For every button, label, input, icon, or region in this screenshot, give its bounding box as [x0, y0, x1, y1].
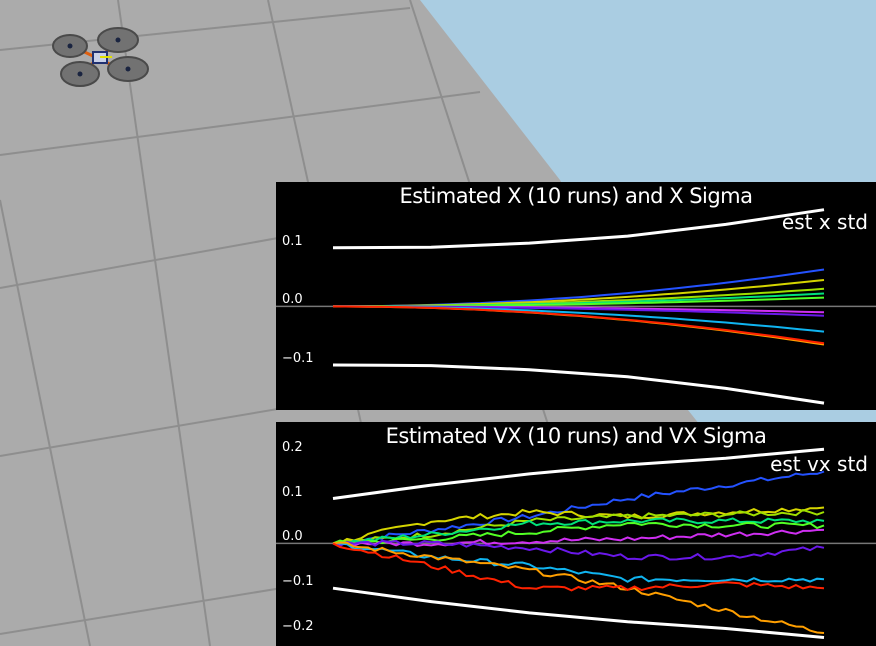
- run-line: [332, 541, 825, 634]
- run-line: [332, 470, 825, 545]
- sigma-upper-line: [332, 447, 825, 500]
- run-line: [332, 542, 825, 592]
- vx-estimate-chart: [276, 447, 876, 639]
- plot-title: Estimated VX (10 runs) and VX Sigma: [385, 424, 767, 448]
- y-tick-label: −0.2: [282, 619, 314, 635]
- plot-title: Estimated X (10 runs) and X Sigma: [399, 184, 753, 208]
- y-tick-label: 0.0: [282, 529, 303, 545]
- y-tick-label: 0.2: [282, 439, 303, 455]
- run-line: [333, 542, 825, 583]
- y-tick-label: −0.1: [282, 350, 314, 366]
- y-tick-label: 0.1: [282, 233, 303, 249]
- quadcopter-icon[interactable]: [52, 27, 149, 87]
- run-line: [332, 521, 825, 545]
- run-line: [332, 305, 825, 345]
- run-line: [332, 539, 825, 561]
- x-estimate-plot: Estimated X (10 runs) and X Sigma est x …: [276, 182, 876, 410]
- y-tick-label: 0.0: [282, 292, 303, 308]
- run-line: [332, 508, 825, 547]
- run-line: [332, 517, 825, 545]
- vx-estimate-plot: Estimated VX (10 runs) and VX Sigma est …: [276, 422, 876, 646]
- y-tick-label: −0.1: [282, 574, 314, 590]
- sigma-lower-line: [332, 586, 825, 639]
- legend-entry: est vx std: [770, 452, 868, 476]
- legend-entry: est x std: [781, 210, 868, 234]
- sigma-lower-line: [332, 363, 825, 405]
- sigma-upper-line: [332, 208, 825, 250]
- y-tick-label: 0.1: [282, 484, 303, 500]
- x-estimate-chart: [276, 208, 876, 405]
